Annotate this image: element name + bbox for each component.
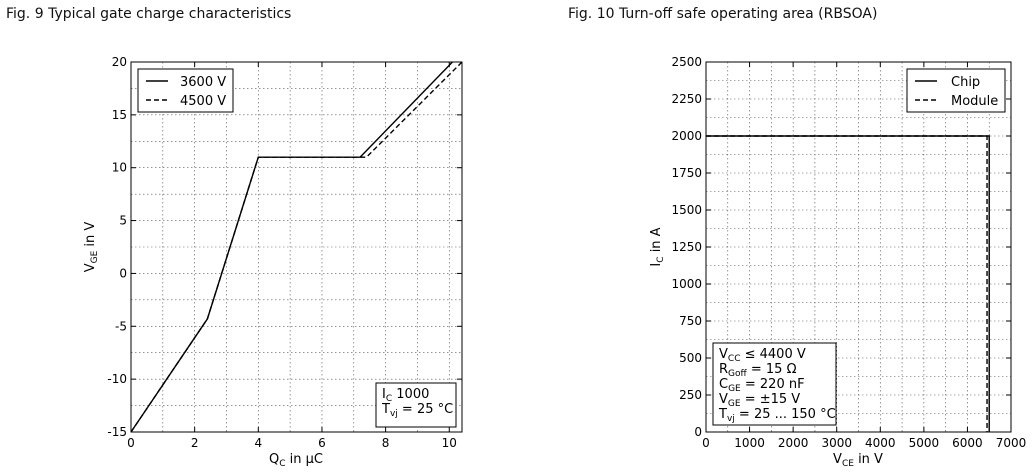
annotation-line: Tvj = 25 °C bbox=[381, 402, 453, 419]
annotation-line: IC 1000 bbox=[382, 387, 429, 404]
y-tick-label: 500 bbox=[679, 351, 702, 365]
legend-label: 4500 V bbox=[180, 94, 226, 109]
y-tick-label: 10 bbox=[112, 161, 127, 175]
annotation-box bbox=[375, 382, 457, 428]
x-tick-label: 7000 bbox=[996, 436, 1027, 450]
y-axis-label: IC in A bbox=[649, 227, 666, 266]
annotation-line: CGE = 220 nF bbox=[719, 377, 805, 394]
x-tick-label: 0 bbox=[702, 436, 710, 450]
series-line-chip bbox=[706, 135, 990, 432]
rbsoa-chart: 0 1000 2000 3000 4000 5000 6000 7000 0 250 500 750 1… bbox=[649, 55, 1026, 469]
y-tick-label: 750 bbox=[679, 314, 702, 328]
legend-label: 3600 V bbox=[180, 75, 226, 90]
gate-charge-chart: 0 2 4 6 8 10 -15 -10 -5 0 5 10 15 20 QC in µC VGE in V 3… bbox=[83, 55, 463, 469]
y-tick-label: -10 bbox=[107, 372, 127, 386]
x-axis-label: VCE in V bbox=[833, 452, 883, 469]
y-tick-label: 0 bbox=[694, 425, 702, 439]
annotation-line: VCC ≤ 4400 V bbox=[719, 347, 806, 364]
x-tick-label: 8 bbox=[382, 436, 390, 450]
x-tick-label: 4 bbox=[254, 436, 262, 450]
x-axis-label: QC in µC bbox=[269, 452, 323, 469]
y-tick-label: 1750 bbox=[671, 166, 702, 180]
x-tick-label: 3000 bbox=[821, 436, 852, 450]
x-tick-label: 4000 bbox=[865, 436, 896, 450]
y-tick-label: -15 bbox=[107, 425, 127, 439]
annotation-box bbox=[712, 342, 837, 426]
y-tick-label: 1500 bbox=[671, 203, 702, 217]
y-tick-label: 20 bbox=[112, 55, 127, 69]
y-tick-label: 5 bbox=[119, 214, 127, 228]
plot-frame bbox=[130, 61, 463, 433]
x-tick-label: 2 bbox=[191, 436, 199, 450]
y-axis-label: VGE in V bbox=[83, 222, 100, 273]
x-tick-label: 6 bbox=[318, 436, 326, 450]
x-tick-label: 0 bbox=[127, 436, 135, 450]
y-tick-label: 1000 bbox=[671, 277, 702, 291]
legend-label: Chip bbox=[951, 75, 980, 90]
y-tick-label: -5 bbox=[115, 319, 127, 333]
annotation-line: RGoff = 15 Ω bbox=[719, 362, 797, 379]
y-tick-label: 0 bbox=[119, 266, 127, 280]
y-tick-label: 250 bbox=[679, 388, 702, 402]
y-tick-label: 2500 bbox=[671, 55, 702, 69]
x-tick-label: 10 bbox=[442, 436, 457, 450]
y-tick-label: 2000 bbox=[671, 129, 702, 143]
figure-9-caption: Fig. 9 Typical gate charge characteristi… bbox=[6, 6, 292, 22]
annotation-line: VGE = ±15 V bbox=[719, 392, 800, 409]
y-tick-label: 2250 bbox=[671, 92, 702, 106]
legend-label: Module bbox=[951, 94, 998, 109]
x-tick-label: 2000 bbox=[778, 436, 809, 450]
x-tick-label: 6000 bbox=[952, 436, 983, 450]
annotation-line: Tvj = 25 ... 150 °C bbox=[718, 407, 836, 424]
y-tick-label: 1250 bbox=[671, 240, 702, 254]
figure-10-caption: Fig. 10 Turn-off safe operating area (RB… bbox=[568, 6, 878, 22]
x-tick-label: 1000 bbox=[734, 436, 765, 450]
legend-box bbox=[906, 68, 1006, 113]
series-line-4500-v bbox=[130, 61, 463, 433]
series-line-module bbox=[706, 135, 988, 432]
legend-box bbox=[137, 68, 234, 113]
x-tick-label: 5000 bbox=[909, 436, 940, 450]
y-tick-label: 15 bbox=[112, 108, 127, 122]
